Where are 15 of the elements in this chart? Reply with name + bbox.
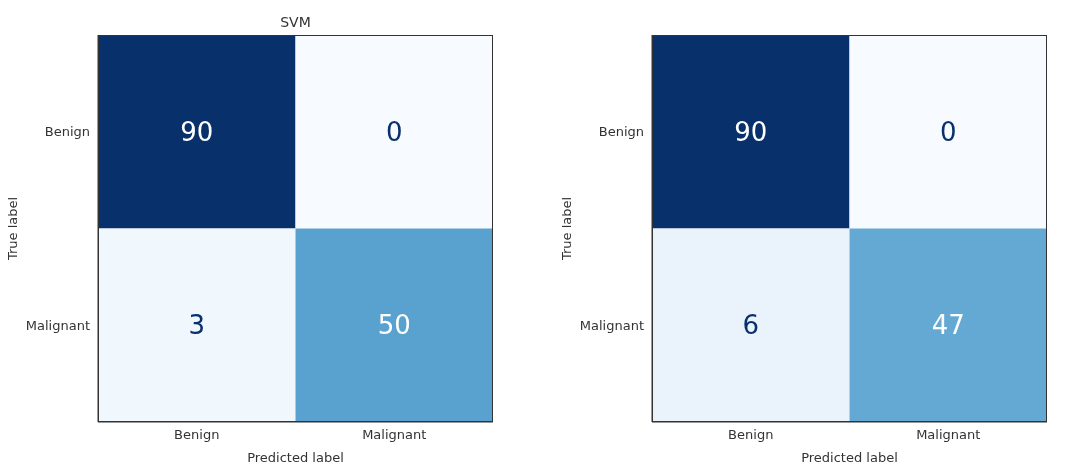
data-label: 90 xyxy=(180,116,214,147)
x-axis-title: Predicted label xyxy=(247,450,344,465)
x-tick-label: Malignant xyxy=(362,427,427,443)
data-label: 0 xyxy=(939,116,957,147)
data-label: 3 xyxy=(188,310,206,341)
x-tick-label: Benign xyxy=(174,427,220,443)
data-label: 0 xyxy=(385,116,403,147)
data-label: 47 xyxy=(931,310,965,341)
x-tick-label: Benign xyxy=(728,427,774,443)
chart-title: SVM xyxy=(279,14,312,30)
x-tick-label: Malignant xyxy=(916,427,981,443)
data-label: 50 xyxy=(377,310,411,341)
data-label: 6 xyxy=(742,310,760,341)
data-label: 90 xyxy=(734,116,768,147)
x-axis-title: Predicted label xyxy=(801,450,898,465)
